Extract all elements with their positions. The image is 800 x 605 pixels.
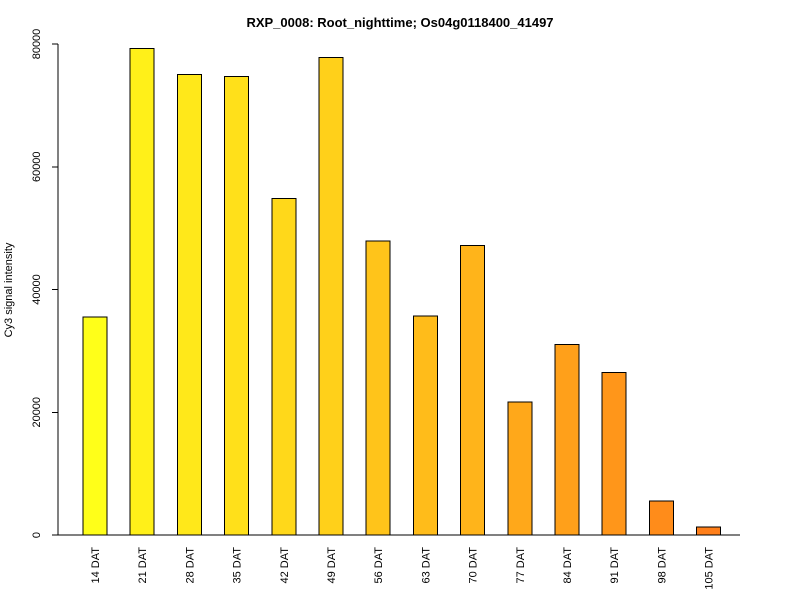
x-tick-label: 14 DAT bbox=[90, 547, 102, 584]
bar-84-dat bbox=[555, 345, 579, 535]
y-axis: 0 20000 40000 60000 80000 bbox=[31, 29, 58, 538]
bar-91-dat bbox=[602, 372, 626, 535]
y-tick-label: 0 bbox=[31, 532, 43, 538]
bar-21-dat bbox=[130, 48, 154, 535]
bar-14-dat bbox=[83, 317, 107, 535]
x-tick-label: 56 DAT bbox=[373, 547, 385, 584]
x-tick-label: 42 DAT bbox=[279, 547, 291, 584]
bar-28-dat bbox=[177, 75, 201, 535]
x-tick-label: 35 DAT bbox=[232, 547, 244, 584]
chart-container: RXP_0008: Root_nighttime; Os04g0118400_4… bbox=[0, 0, 800, 600]
bar-98-dat bbox=[649, 501, 673, 535]
x-tick-label: 77 DAT bbox=[515, 547, 527, 584]
x-tick-label: 98 DAT bbox=[656, 547, 668, 584]
x-tick-label: 91 DAT bbox=[609, 547, 621, 584]
bar-63-dat bbox=[413, 316, 437, 535]
chart-title: RXP_0008: Root_nighttime; Os04g0118400_4… bbox=[246, 15, 553, 30]
x-tick-label: 84 DAT bbox=[562, 547, 574, 584]
x-tick-label: 70 DAT bbox=[468, 547, 480, 584]
x-tick-label: 21 DAT bbox=[137, 547, 149, 584]
bar-chart: RXP_0008: Root_nighttime; Os04g0118400_4… bbox=[0, 0, 800, 600]
bar-77-dat bbox=[508, 402, 532, 535]
y-axis-title: Cy3 signal intensity bbox=[3, 242, 15, 337]
bar-56-dat bbox=[366, 241, 390, 535]
bar-42-dat bbox=[272, 199, 296, 535]
x-axis: 14 DAT 21 DAT 28 DAT 35 DAT 42 DAT 49 DAT 56 D… bbox=[58, 535, 740, 590]
y-tick-label: 80000 bbox=[31, 29, 43, 60]
y-tick-label: 60000 bbox=[31, 151, 43, 182]
bar-105-dat bbox=[697, 527, 721, 535]
y-tick-label: 40000 bbox=[31, 274, 43, 305]
bar-35-dat bbox=[225, 77, 249, 536]
x-tick-label: 28 DAT bbox=[184, 547, 196, 584]
bars-group bbox=[83, 48, 721, 535]
x-tick-label: 63 DAT bbox=[420, 547, 432, 584]
y-tick-label: 20000 bbox=[31, 397, 43, 428]
bar-49-dat bbox=[319, 58, 343, 536]
x-tick-label: 49 DAT bbox=[326, 547, 338, 584]
bar-70-dat bbox=[461, 245, 485, 535]
x-tick-label: 105 DAT bbox=[704, 547, 716, 590]
